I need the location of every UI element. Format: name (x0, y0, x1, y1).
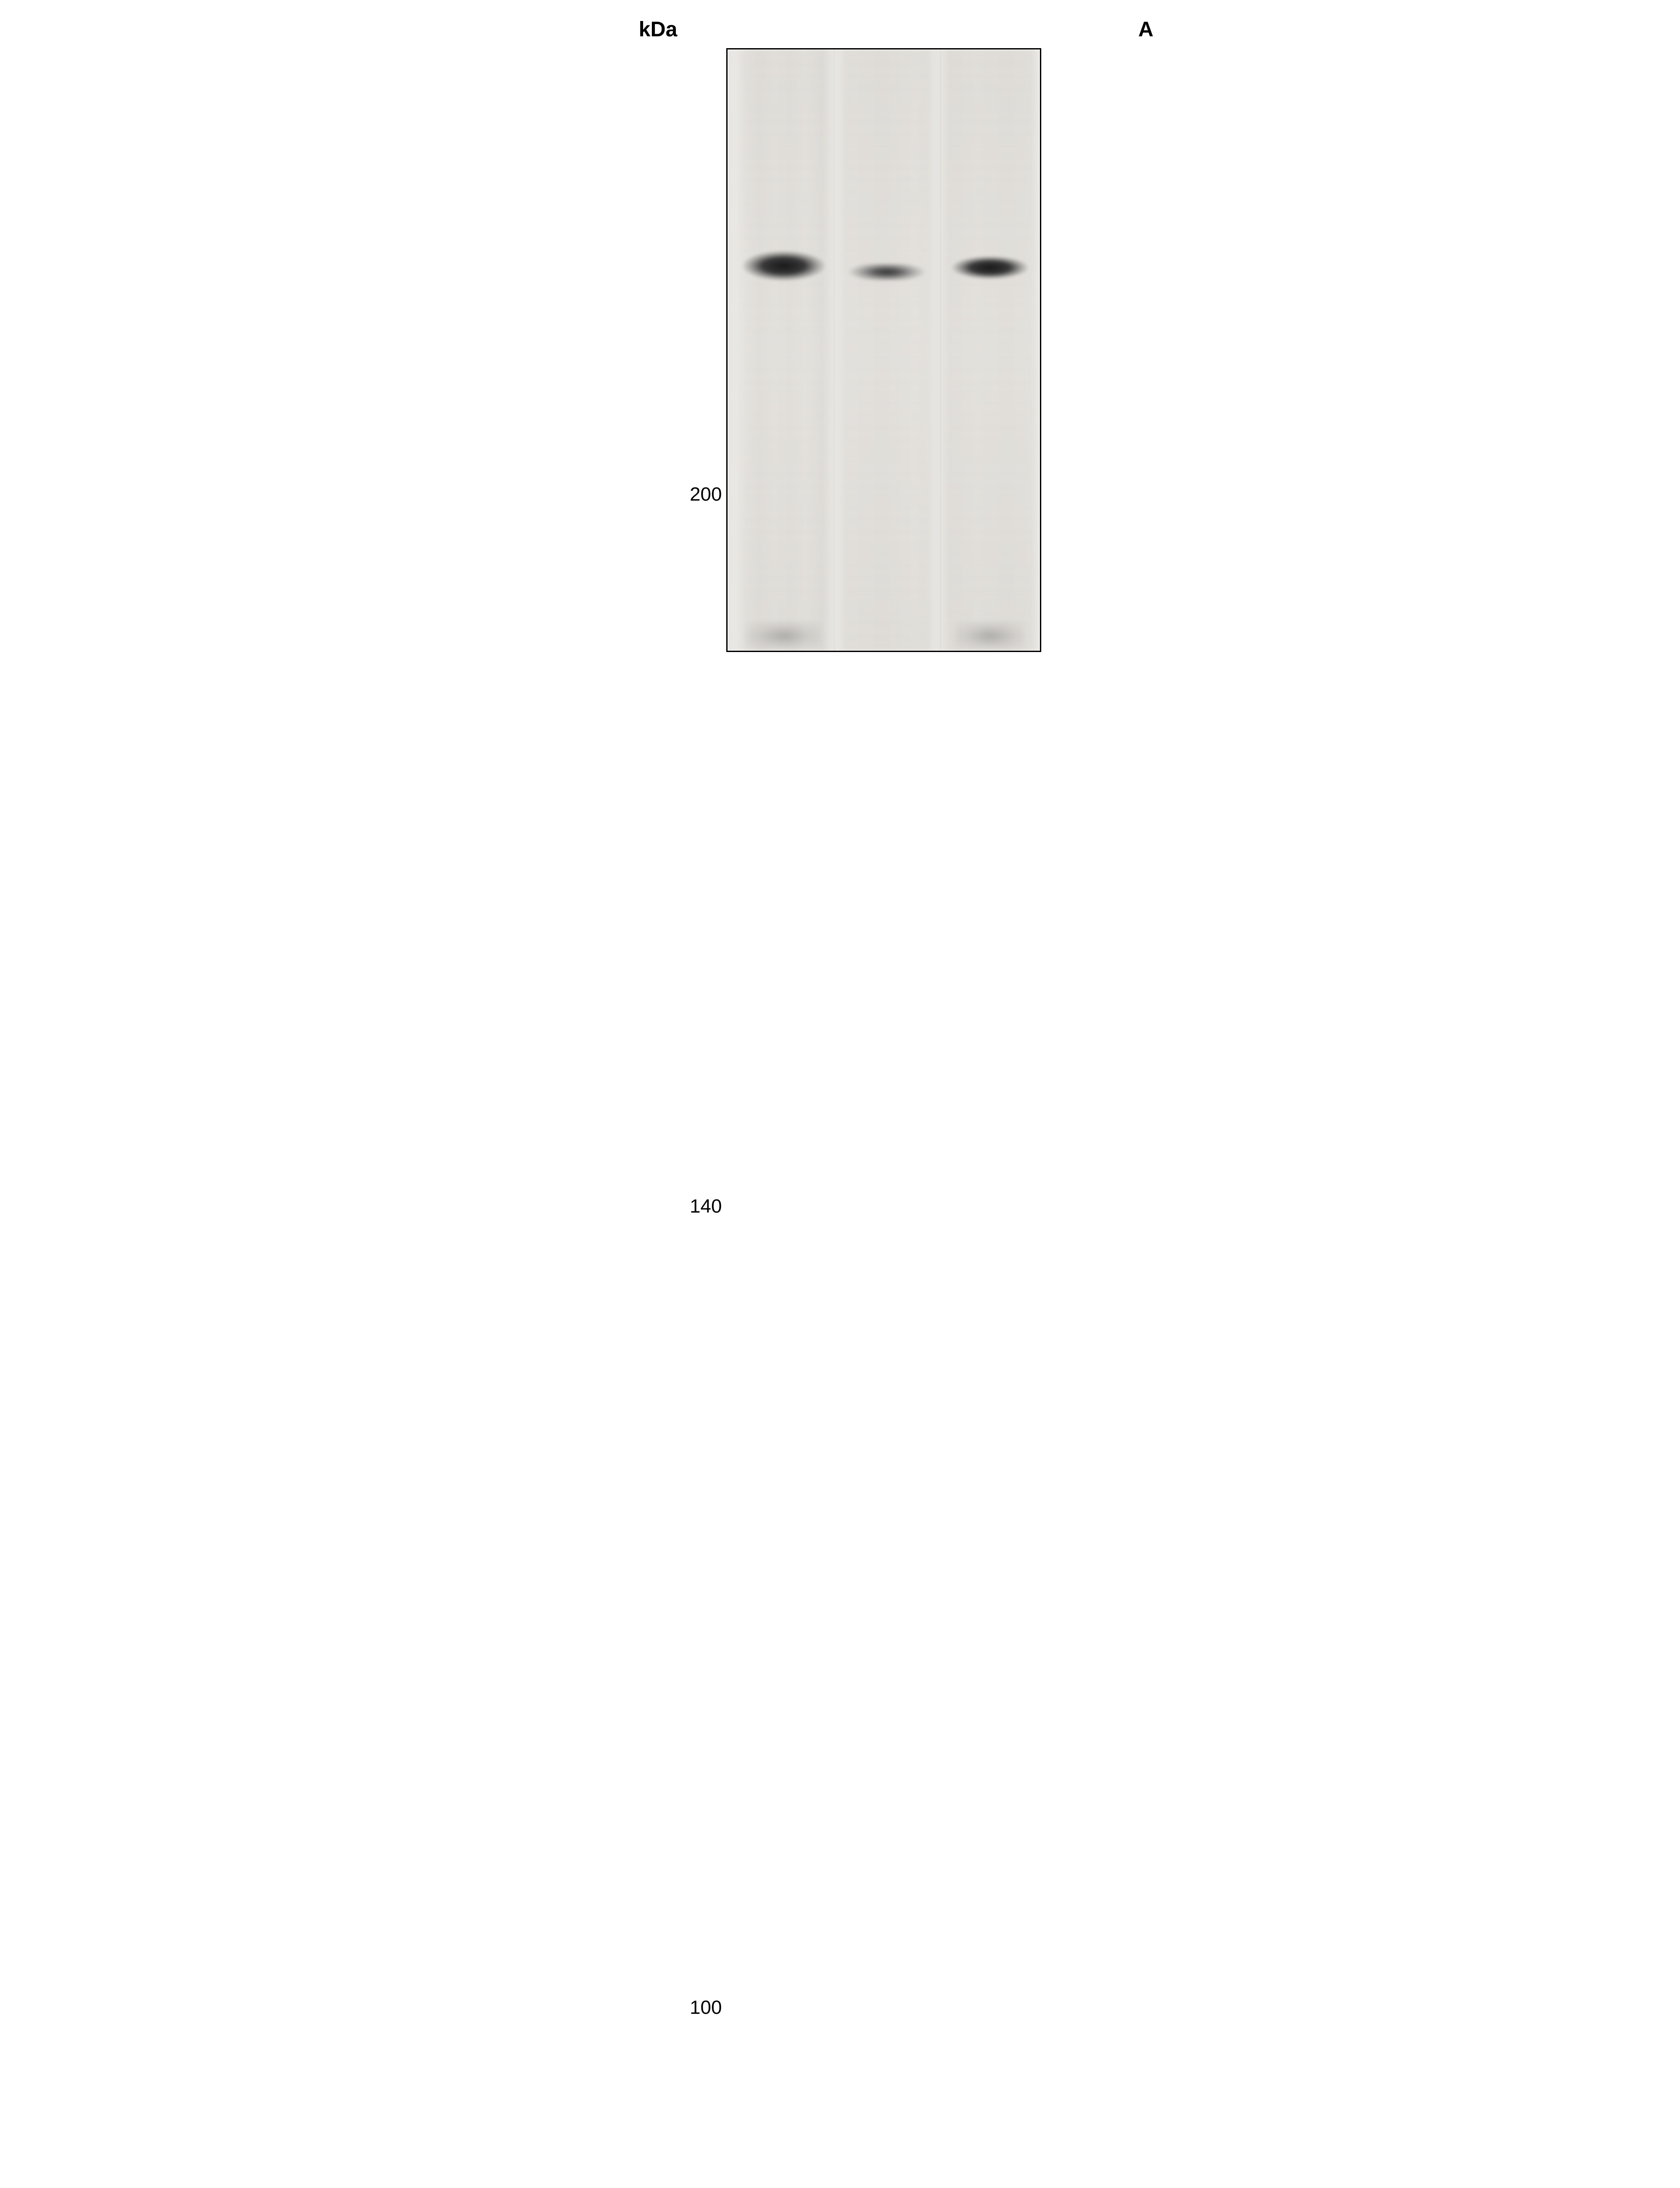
mw-tick-140: 140 (643, 1196, 722, 1217)
lane-streak-c (946, 49, 1034, 651)
mw-tick-100: 100 (643, 1997, 722, 2019)
lane-divider-2 (940, 49, 941, 651)
kda-axis-label: kDa (639, 18, 677, 42)
mw-tick-200: 200 (643, 484, 722, 505)
band-lane-a (742, 250, 826, 281)
bottom-smudge-c (956, 622, 1024, 649)
lane-streak-a (740, 49, 828, 651)
blot-membrane (726, 48, 1041, 652)
western-blot-figure: kDa A B C 200 140 100 80 60 50 40 30 20 (630, 18, 1050, 663)
band-lane-b (848, 263, 926, 280)
bottom-smudge-a (746, 622, 821, 649)
lane-labels-row: A B C (726, 18, 1050, 44)
lane-divider-1 (834, 49, 835, 651)
lane-label-a: A (1133, 18, 1159, 42)
band-lane-c (951, 256, 1029, 280)
lane-streak-b (843, 49, 931, 651)
